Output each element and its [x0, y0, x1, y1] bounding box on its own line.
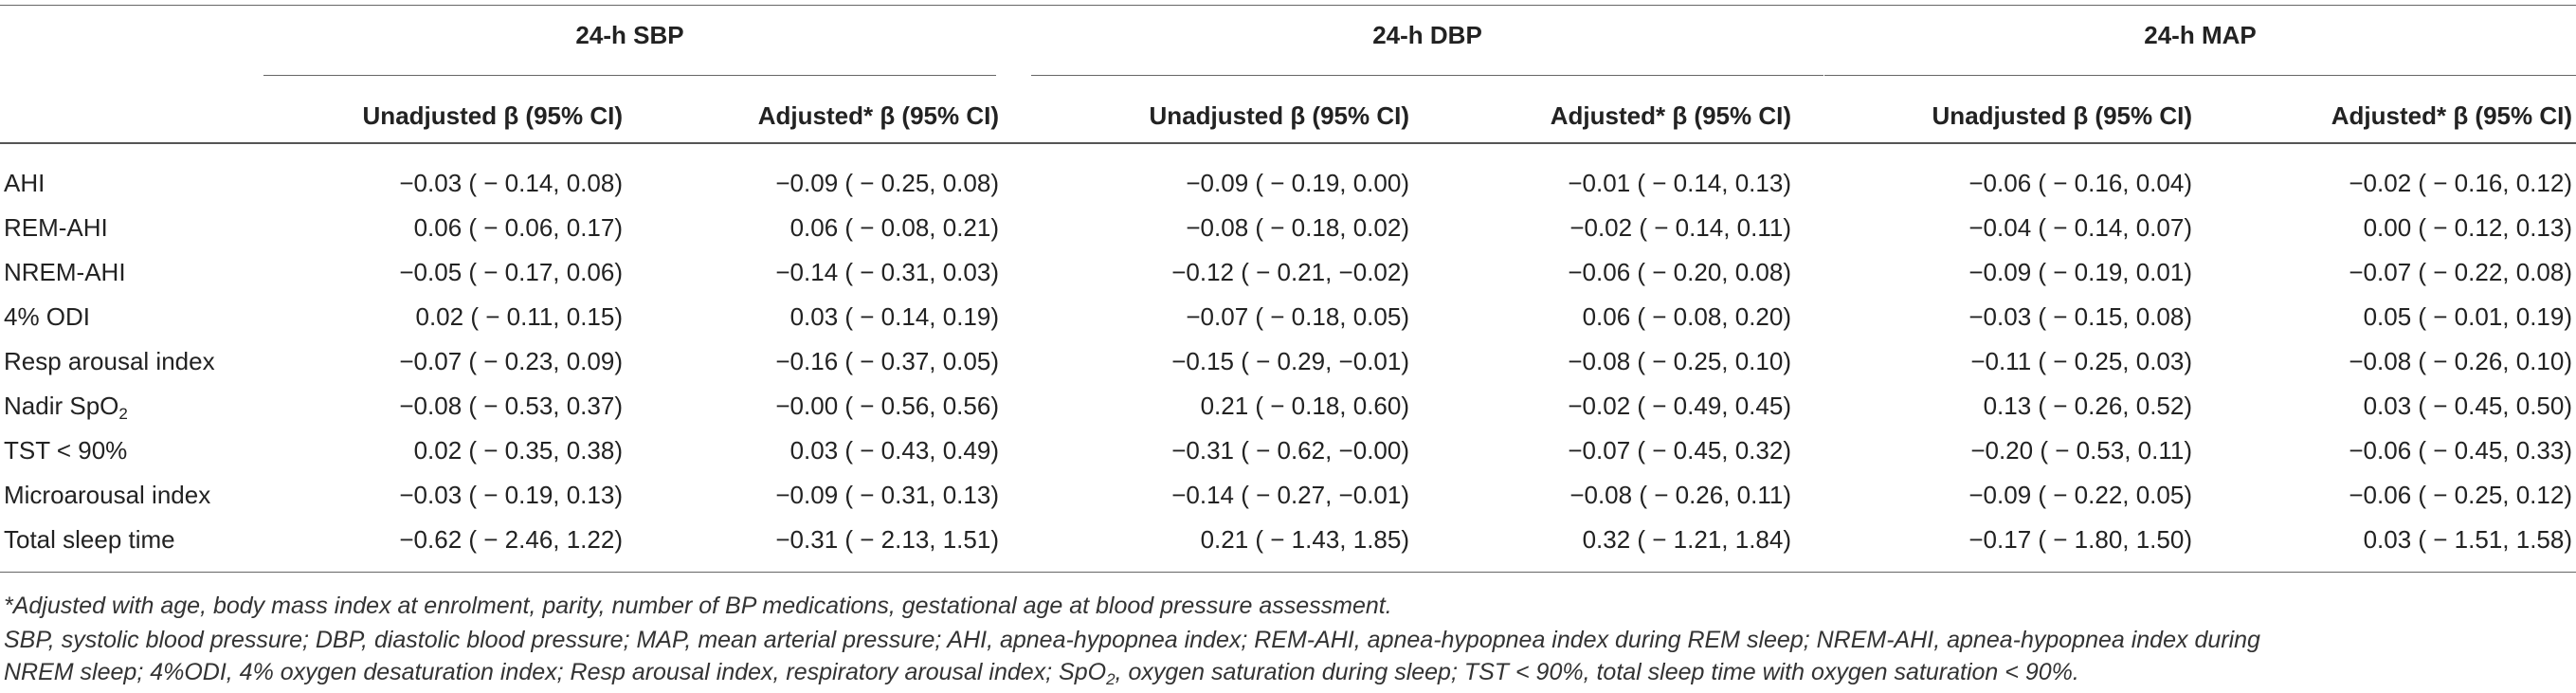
cell-sbp-adjusted: 0.03 ( − 0.43, 0.49) — [789, 436, 999, 465]
group-header-dbp: 24-h DBP — [1372, 21, 1482, 49]
row-label: 4% ODI — [4, 302, 91, 331]
cell-sbp-adjusted: 0.06 ( − 0.08, 0.21) — [789, 213, 999, 242]
cell-dbp-adjusted: 0.06 ( − 0.08, 0.20) — [1582, 302, 1791, 331]
row-label-subscript: 2 — [118, 405, 128, 423]
table-row: TST < 90% 0.02 ( − 0.35, 0.38) 0.03 ( − … — [0, 436, 2576, 474]
row-label: REM-AHI — [4, 213, 108, 242]
row-label: Total sleep time — [4, 525, 175, 554]
row-label: Microarousal index — [4, 481, 211, 509]
cell-map-unadjusted: 0.13 ( − 0.26, 0.52) — [1983, 392, 2192, 420]
table-row: Nadir SpO2 −0.08 ( − 0.53, 0.37) −0.00 (… — [0, 392, 2576, 429]
cell-map-adjusted: −0.06 ( − 0.25, 0.12) — [2349, 481, 2572, 509]
cell-sbp-unadjusted: −0.03 ( − 0.14, 0.08) — [399, 169, 623, 197]
subheader-map-unadjusted: Unadjusted β (95% CI) — [1932, 101, 2192, 130]
cell-map-unadjusted: −0.11 ( − 0.25, 0.03) — [1970, 347, 2192, 375]
footnote-adjusted: *Adjusted with age, body mass index at e… — [4, 593, 1392, 619]
cell-dbp-adjusted: −0.08 ( − 0.26, 0.11) — [1569, 481, 1791, 509]
cell-map-adjusted: −0.08 ( − 0.26, 0.10) — [2349, 347, 2572, 375]
table-row: Total sleep time −0.62 ( − 2.46, 1.22) −… — [0, 525, 2576, 563]
footnote-line2-part-a: NREM sleep; 4%ODI, 4% oxygen desaturatio… — [4, 659, 1107, 685]
cell-map-unadjusted: −0.04 ( − 0.14, 0.07) — [1968, 213, 2192, 242]
cell-sbp-adjusted: 0.03 ( − 0.14, 0.19) — [789, 302, 999, 331]
row-label: Resp arousal index — [4, 347, 215, 375]
cell-dbp-adjusted: −0.08 ( − 0.25, 0.10) — [1568, 347, 1791, 375]
group-header-sbp: 24-h SBP — [575, 21, 684, 49]
row-label-text: Nadir SpO — [4, 392, 119, 420]
footnote-line2-subscript: 2 — [1106, 670, 1116, 688]
group-underline-dbp — [1031, 75, 1823, 76]
row-label: Nadir SpO2 — [4, 392, 128, 424]
cell-dbp-unadjusted: −0.14 ( − 0.27, −0.01) — [1171, 481, 1409, 509]
cell-dbp-unadjusted: −0.15 ( − 0.29, −0.01) — [1171, 347, 1409, 375]
footnote-abbreviations-line2: NREM sleep; 4%ODI, 4% oxygen desaturatio… — [4, 659, 2079, 689]
cell-sbp-unadjusted: −0.62 ( − 2.46, 1.22) — [399, 525, 623, 554]
table-row: NREM-AHI −0.05 ( − 0.17, 0.06) −0.14 ( −… — [0, 258, 2576, 296]
cell-sbp-unadjusted: 0.06 ( − 0.06, 0.17) — [413, 213, 623, 242]
table-row: REM-AHI 0.06 ( − 0.06, 0.17) 0.06 ( − 0.… — [0, 213, 2576, 251]
cell-map-adjusted: −0.06 ( − 0.45, 0.33) — [2349, 436, 2572, 465]
cell-map-adjusted: 0.05 ( − 0.01, 0.19) — [2363, 302, 2572, 331]
cell-sbp-adjusted: −0.00 ( − 0.56, 0.56) — [775, 392, 999, 420]
table-row: Resp arousal index −0.07 ( − 0.23, 0.09)… — [0, 347, 2576, 385]
cell-map-adjusted: −0.02 ( − 0.16, 0.12) — [2349, 169, 2572, 197]
cell-map-adjusted: 0.03 ( − 1.51, 1.58) — [2363, 525, 2572, 554]
cell-map-adjusted: 0.03 ( − 0.45, 0.50) — [2363, 392, 2572, 420]
cell-sbp-unadjusted: 0.02 ( − 0.11, 0.15) — [415, 302, 624, 331]
cell-sbp-adjusted: −0.14 ( − 0.31, 0.03) — [775, 258, 999, 286]
table-row: Microarousal index −0.03 ( − 0.19, 0.13)… — [0, 481, 2576, 519]
cell-map-adjusted: −0.07 ( − 0.22, 0.08) — [2349, 258, 2572, 286]
cell-map-unadjusted: −0.06 ( − 0.16, 0.04) — [1968, 169, 2192, 197]
table-row: 4% ODI 0.02 ( − 0.11, 0.15) 0.03 ( − 0.1… — [0, 302, 2576, 340]
cell-dbp-adjusted: 0.32 ( − 1.21, 1.84) — [1582, 525, 1791, 554]
cell-dbp-unadjusted: −0.31 ( − 0.62, −0.00) — [1171, 436, 1409, 465]
cell-map-unadjusted: −0.20 ( − 0.53, 0.11) — [1970, 436, 2192, 465]
cell-sbp-adjusted: −0.16 ( − 0.37, 0.05) — [775, 347, 999, 375]
cell-dbp-unadjusted: 0.21 ( − 0.18, 0.60) — [1200, 392, 1409, 420]
subheader-sbp-adjusted: Adjusted* β (95% CI) — [757, 101, 999, 130]
table-bottom-rule — [0, 572, 2576, 573]
cell-map-adjusted: 0.00 ( − 0.12, 0.13) — [2363, 213, 2572, 242]
cell-dbp-unadjusted: −0.12 ( − 0.21, −0.02) — [1171, 258, 1409, 286]
cell-map-unadjusted: −0.03 ( − 0.15, 0.08) — [1968, 302, 2192, 331]
group-underline-map — [1824, 75, 2576, 76]
row-label: TST < 90% — [4, 436, 128, 465]
cell-dbp-unadjusted: 0.21 ( − 1.43, 1.85) — [1200, 525, 1409, 554]
cell-sbp-unadjusted: −0.05 ( − 0.17, 0.06) — [399, 258, 623, 286]
subheader-dbp-adjusted: Adjusted* β (95% CI) — [1550, 101, 1791, 130]
cell-sbp-unadjusted: −0.08 ( − 0.53, 0.37) — [399, 392, 623, 420]
cell-map-unadjusted: −0.09 ( − 0.22, 0.05) — [1968, 481, 2192, 509]
footnote-line2-part-b: , oxygen saturation during sleep; TST < … — [1115, 659, 2079, 685]
row-label: AHI — [4, 169, 45, 197]
cell-dbp-adjusted: −0.07 ( − 0.45, 0.32) — [1568, 436, 1791, 465]
cell-sbp-unadjusted: −0.07 ( − 0.23, 0.09) — [399, 347, 623, 375]
cell-map-unadjusted: −0.17 ( − 1.80, 1.50) — [1968, 525, 2192, 554]
cell-dbp-unadjusted: −0.08 ( − 0.18, 0.02) — [1186, 213, 1409, 242]
header-rule — [0, 142, 2576, 144]
table-top-rule — [0, 5, 2576, 6]
cell-dbp-adjusted: −0.02 ( − 0.49, 0.45) — [1568, 392, 1791, 420]
cell-sbp-adjusted: −0.09 ( − 0.25, 0.08) — [775, 169, 999, 197]
cell-dbp-adjusted: −0.01 ( − 0.14, 0.13) — [1568, 169, 1791, 197]
cell-sbp-adjusted: −0.31 ( − 2.13, 1.51) — [775, 525, 999, 554]
cell-sbp-unadjusted: −0.03 ( − 0.19, 0.13) — [399, 481, 623, 509]
subheader-map-adjusted: Adjusted* β (95% CI) — [2331, 101, 2572, 130]
table-row: AHI −0.03 ( − 0.14, 0.08) −0.09 ( − 0.25… — [0, 169, 2576, 207]
cell-dbp-unadjusted: −0.09 ( − 0.19, 0.00) — [1186, 169, 1409, 197]
cell-dbp-adjusted: −0.02 ( − 0.14, 0.11) — [1569, 213, 1791, 242]
cell-sbp-unadjusted: 0.02 ( − 0.35, 0.38) — [413, 436, 623, 465]
cell-map-unadjusted: −0.09 ( − 0.19, 0.01) — [1968, 258, 2192, 286]
subheader-sbp-unadjusted: Unadjusted β (95% CI) — [362, 101, 623, 130]
cell-sbp-adjusted: −0.09 ( − 0.31, 0.13) — [775, 481, 999, 509]
cell-dbp-adjusted: −0.06 ( − 0.20, 0.08) — [1568, 258, 1791, 286]
group-header-map: 24-h MAP — [2144, 21, 2257, 49]
footnote-abbreviations-line1: SBP, systolic blood pressure; DBP, diast… — [4, 627, 2260, 653]
subheader-dbp-unadjusted: Unadjusted β (95% CI) — [1149, 101, 1409, 130]
row-label: NREM-AHI — [4, 258, 126, 286]
cell-dbp-unadjusted: −0.07 ( − 0.18, 0.05) — [1186, 302, 1409, 331]
group-underline-sbp — [263, 75, 996, 76]
